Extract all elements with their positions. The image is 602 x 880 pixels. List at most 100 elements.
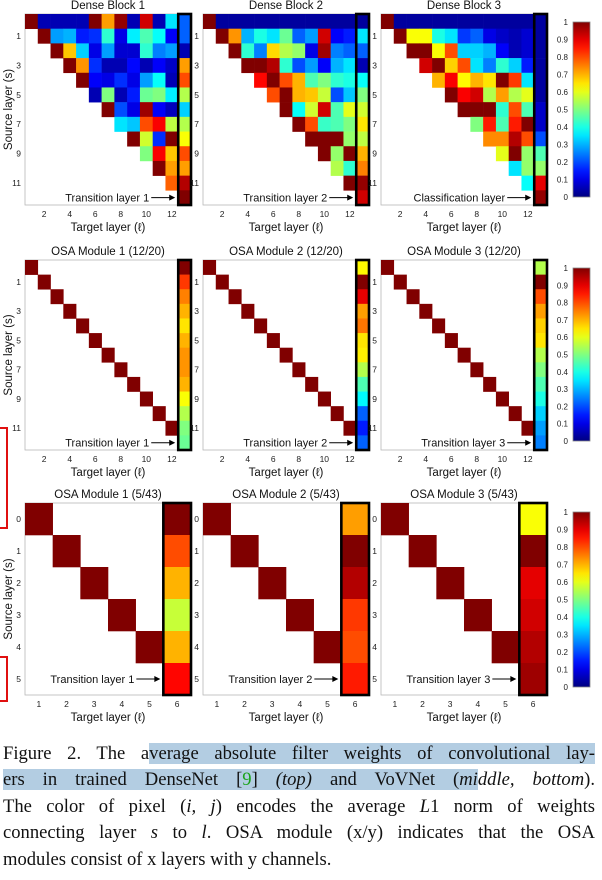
heatmap-cell bbox=[457, 347, 471, 363]
heatmap-cell bbox=[279, 43, 293, 59]
heatmap-cell bbox=[343, 146, 357, 162]
x-axis-label: Target layer (ℓ) bbox=[71, 467, 146, 479]
heatmap-cell bbox=[230, 535, 259, 568]
heatmap-cell bbox=[279, 347, 293, 363]
caption-text: s bbox=[150, 822, 159, 844]
heatmap-cell bbox=[495, 28, 509, 44]
heatmap-cell bbox=[254, 58, 268, 74]
heatmap-cell bbox=[114, 362, 128, 378]
colorbar-tick-label: 1 bbox=[564, 508, 569, 517]
colorbar-tick-label: 0.7 bbox=[557, 316, 569, 325]
heatmap-cell bbox=[292, 87, 306, 103]
heatmap-cell bbox=[343, 116, 357, 132]
x-axis-label: Target layer (ℓ) bbox=[249, 467, 324, 479]
heatmap-cell bbox=[495, 14, 509, 29]
heatmap-cell bbox=[483, 72, 497, 88]
y-tick-label: 3 bbox=[194, 60, 199, 70]
caption-line: connecting layer s to l. OSA module (x/y… bbox=[3, 820, 595, 846]
heatmap-cell bbox=[165, 102, 179, 118]
heatmap-cell bbox=[483, 43, 497, 59]
heatmap-cell bbox=[534, 72, 548, 88]
heatmap-cell bbox=[178, 72, 192, 88]
colorbar-tick-label: 0.4 bbox=[557, 368, 569, 377]
colorbar-tick-label: 0.6 bbox=[557, 578, 569, 587]
x-tick-label: 6 bbox=[531, 699, 536, 709]
x-tick-label: 3 bbox=[92, 699, 97, 709]
heatmap-cell bbox=[330, 146, 344, 162]
heatmap-cell bbox=[139, 116, 153, 132]
heatmap-cell bbox=[101, 58, 115, 74]
y-tick-label: 11 bbox=[190, 423, 199, 433]
colorbar-tick-label: 0 bbox=[564, 193, 569, 202]
heatmap-cell bbox=[305, 14, 319, 29]
heatmap-cell bbox=[127, 58, 141, 74]
colorbar-tick-label: 0.7 bbox=[557, 561, 569, 570]
heatmap-cell bbox=[178, 274, 192, 290]
heatmap-cell bbox=[408, 535, 437, 568]
heatmap-cell bbox=[483, 87, 497, 103]
caption-text: i, j bbox=[186, 795, 216, 817]
heatmap-cell bbox=[356, 28, 370, 44]
colorbar: 0 0.1 0.2 0.3 0.4 0.5 0.6 0.7 0.8 0.9 1 bbox=[557, 508, 591, 692]
heatmap-cell bbox=[519, 631, 548, 664]
heatmap-cell bbox=[52, 535, 81, 568]
heatmap-cell bbox=[203, 14, 217, 29]
heatmap-cell bbox=[88, 72, 102, 88]
arrow-head-icon bbox=[154, 676, 161, 682]
heatmap-cell bbox=[286, 599, 314, 632]
caption-text: 1 norm of weights bbox=[430, 795, 595, 817]
heatmap-cell bbox=[228, 28, 242, 44]
transition-column-frame bbox=[176, 12, 193, 207]
x-tick-label: 12 bbox=[345, 454, 355, 464]
y-tick-label: 9 bbox=[16, 394, 21, 404]
heatmap-cell bbox=[406, 43, 420, 59]
heatmap-cell bbox=[165, 28, 179, 44]
heatmap-cell bbox=[152, 116, 166, 132]
x-tick-label: 4 bbox=[245, 209, 250, 219]
heatmap-cell bbox=[495, 87, 509, 103]
heatmap-cell bbox=[108, 599, 136, 632]
heatmap-cell bbox=[356, 318, 370, 334]
y-tick-label: 3 bbox=[16, 306, 21, 316]
heatmap-cell bbox=[241, 14, 255, 29]
heatmap-cell bbox=[165, 175, 179, 191]
heatmap-cell bbox=[495, 72, 509, 88]
heatmap-cell bbox=[534, 376, 548, 392]
heatmap-cell bbox=[470, 58, 484, 74]
heatmap-cell bbox=[432, 28, 446, 44]
arrow-head-icon bbox=[169, 194, 176, 201]
heatmap-cell bbox=[25, 503, 53, 536]
heatmap-panel: OSA Module 3 (12/20) Transition layer 3 2 4… bbox=[368, 246, 549, 479]
y-tick-label: 1 bbox=[372, 277, 377, 287]
heatmap-cell bbox=[356, 406, 370, 422]
heatmap-cell bbox=[419, 43, 433, 59]
x-tick-label: 2 bbox=[42, 454, 47, 464]
heatmap-cell bbox=[534, 406, 548, 422]
transition-column-frame bbox=[340, 501, 371, 697]
heatmap-cell bbox=[114, 102, 128, 118]
colorbar-tick-label: 0.8 bbox=[557, 53, 569, 62]
y-tick-label: 7 bbox=[194, 119, 199, 129]
citation-link[interactable]: 9 bbox=[242, 769, 252, 791]
heatmap-cell bbox=[305, 87, 319, 103]
colorbar-tick-label: 0 bbox=[564, 683, 569, 692]
heatmap-cell bbox=[163, 599, 192, 632]
x-tick-label: 4 bbox=[67, 454, 72, 464]
heatmap-cell bbox=[519, 535, 548, 568]
heatmap-cell bbox=[444, 28, 458, 44]
heatmap-cell bbox=[203, 260, 217, 275]
heatmap-cell bbox=[254, 43, 268, 59]
x-axis-label: Target layer (ℓ) bbox=[71, 222, 146, 234]
heatmap-cell bbox=[457, 14, 471, 29]
heatmap-cell bbox=[534, 318, 548, 334]
y-tick-label: 1 bbox=[194, 546, 199, 556]
heatmap-cell bbox=[534, 14, 548, 29]
heatmap-cell bbox=[519, 503, 548, 536]
colorbar-gradient bbox=[572, 21, 591, 198]
x-tick-label: 8 bbox=[118, 454, 123, 464]
y-tick-label: 11 bbox=[368, 178, 377, 188]
heatmap-cell bbox=[76, 43, 90, 59]
heatmap-cell bbox=[178, 28, 192, 44]
heatmap-cell bbox=[241, 28, 255, 44]
transition-annotation: Transition layer 1 bbox=[50, 674, 134, 686]
